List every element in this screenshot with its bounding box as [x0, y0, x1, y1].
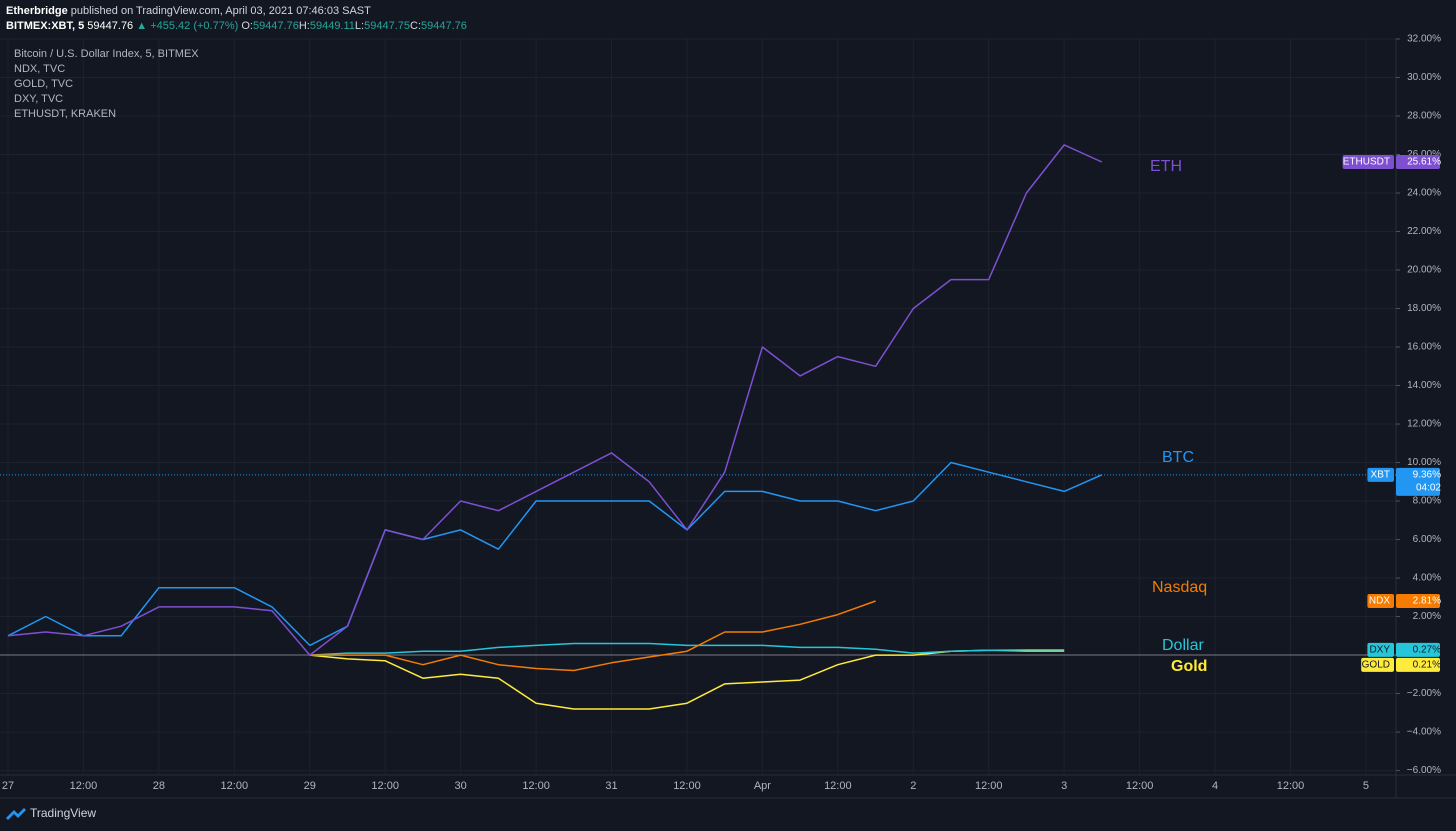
badge-symbol: ETHUSDT [1343, 157, 1390, 168]
badge-value-bg [1396, 467, 1440, 496]
y-tick-label: 2.00% [1413, 611, 1441, 622]
x-tick-label: 31 [605, 780, 617, 792]
badge-symbol-bg [1367, 467, 1394, 482]
y-tick-label: 16.00% [1407, 342, 1441, 353]
badge-label: 0.27% [1413, 644, 1441, 655]
badge-symbol-bg [1367, 642, 1394, 657]
x-tick-label: 12:00 [221, 780, 249, 792]
symbol: BITMEX:XBT, 5 [6, 20, 84, 32]
y-tick-label: 18.00% [1407, 303, 1441, 314]
x-tick-label: 4 [1212, 780, 1218, 792]
series-annotation: Dollar [1162, 637, 1204, 654]
x-tick-label: 29 [304, 780, 316, 792]
badge-value-bg [1396, 154, 1440, 169]
header: Etherbridge published on TradingView.com… [6, 5, 371, 17]
x-tick-label: 2 [910, 780, 916, 792]
ohlc-value: 59447.76 [421, 20, 467, 32]
y-tick-label: 4.00% [1413, 573, 1441, 584]
x-tick-label: 28 [153, 780, 165, 792]
x-tick-label: 3 [1061, 780, 1067, 792]
grid [0, 38, 1396, 775]
badge-symbol: XBT [1371, 469, 1390, 480]
y-tick-label: 20.00% [1407, 265, 1441, 276]
ohlc-value: 59449.11 [310, 20, 355, 32]
badge-value-bg [1396, 593, 1440, 608]
badge-symbol-bg [1342, 154, 1394, 169]
y-tick-label: 14.00% [1407, 380, 1441, 391]
y-tick-label: 22.00% [1407, 226, 1441, 237]
legend-entry: ETHUSDT, KRAKEN [14, 108, 116, 120]
x-tick-label: 12:00 [1126, 780, 1154, 792]
legend-entry: NDX, TVC [14, 63, 65, 75]
x-tick-label: 12:00 [824, 780, 852, 792]
publisher: Etherbridge [6, 5, 68, 17]
ohlc-label: L: [355, 20, 364, 32]
series-annotation: ETH [1150, 158, 1182, 175]
price: 59447.76 [87, 20, 133, 32]
badge-label: 0.21% [1413, 659, 1441, 670]
badge-label: 9.36% [1413, 469, 1441, 480]
badge-symbol: GOLD [1362, 659, 1390, 670]
ohlc-label: O: [241, 20, 253, 32]
badge-symbol: DXY [1369, 644, 1390, 655]
x-tick-label: 12:00 [975, 780, 1003, 792]
ohlc-value: 59447.75 [364, 20, 410, 32]
badge-value-bg [1396, 642, 1440, 657]
y-tick-label: 8.00% [1413, 496, 1441, 507]
badge-countdown: 04:02 [1416, 482, 1441, 493]
y-tick-label: 10.00% [1407, 457, 1441, 468]
series-annotation: Gold [1171, 658, 1207, 675]
badge-label: 25.61% [1407, 157, 1441, 168]
legend-entry: Bitcoin / U.S. Dollar Index, 5, BITMEX [14, 48, 199, 60]
logo: TradingView [6, 806, 96, 820]
series-annotation: Nasdaq [1152, 579, 1207, 596]
y-tick-label: 28.00% [1407, 111, 1441, 122]
ohlc-label: C: [410, 20, 421, 32]
y-tick-label: 26.00% [1407, 149, 1441, 160]
ohlc-value: 59447.76 [253, 20, 299, 32]
x-tick-label: 12:00 [70, 780, 98, 792]
published: published on TradingView.com, April 03, … [71, 5, 371, 17]
series-annotation: BTC [1162, 449, 1194, 466]
y-tick-label: −2.00% [1407, 688, 1441, 699]
y-tick-label: 30.00% [1407, 72, 1441, 83]
x-tick-label: 12:00 [1277, 780, 1305, 792]
series-line [7, 461, 1103, 647]
x-tick-label: 5 [1363, 780, 1369, 792]
symbol-line: BITMEX:XBT, 5 59447.76 ▲ +455.42 (+0.77%… [6, 20, 467, 32]
badge-value-bg [1396, 657, 1440, 672]
legend-entry: DXY, TVC [14, 93, 63, 105]
y-tick-label: 32.00% [1407, 34, 1441, 45]
badge-label: 2.81% [1413, 596, 1441, 607]
y-tick-label: 24.00% [1407, 188, 1441, 199]
ohlc-label: H: [299, 20, 310, 32]
y-tick-label: 6.00% [1413, 534, 1441, 545]
badge-symbol-bg [1367, 593, 1394, 608]
y-tick-label: −6.00% [1407, 765, 1441, 776]
x-tick-label: 12:00 [371, 780, 399, 792]
x-tick-label: Apr [754, 780, 771, 792]
brand: TradingView [30, 806, 96, 820]
badge-symbol: NDX [1369, 596, 1390, 607]
x-tick-label: 27 [2, 780, 14, 792]
x-tick-label: 12:00 [522, 780, 550, 792]
x-tick-label: 30 [455, 780, 467, 792]
badge-symbol-bg [1361, 657, 1394, 672]
series-line [309, 642, 1065, 656]
logo-icon [6, 808, 26, 820]
change: ▲ +455.42 (+0.77%) [136, 20, 238, 32]
series-line [7, 144, 1103, 656]
x-tick-label: 12:00 [673, 780, 701, 792]
legend-entry: GOLD, TVC [14, 78, 73, 90]
y-tick-label: −4.00% [1407, 727, 1441, 738]
y-tick-label: 12.00% [1407, 419, 1441, 430]
series-line [309, 600, 876, 672]
